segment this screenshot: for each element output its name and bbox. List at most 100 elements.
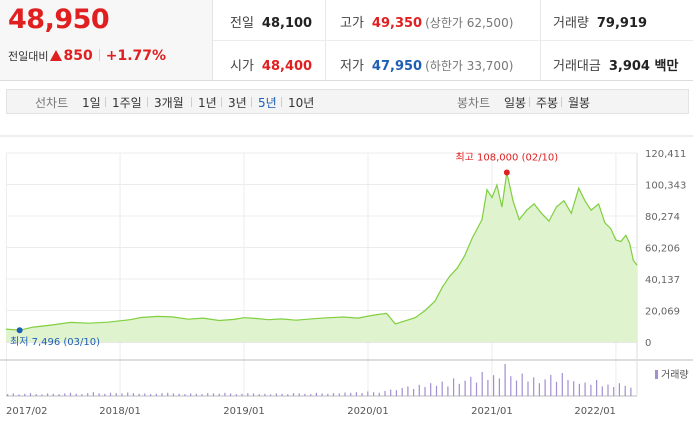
volume-bar <box>493 375 495 396</box>
change-percent: +1.77% <box>105 48 167 64</box>
volume-bar <box>338 393 340 396</box>
volume-bar <box>538 383 540 396</box>
volume-bar <box>395 390 397 396</box>
volume-bar <box>127 392 129 396</box>
divider <box>529 97 530 107</box>
candle-monthly[interactable]: 월봉 <box>568 96 591 110</box>
volume-bar <box>413 389 415 396</box>
volume-bar <box>87 393 89 396</box>
volume-bar <box>435 385 438 396</box>
high-annotation: 최고 108,000 (02/10) <box>455 151 558 163</box>
volume-bar <box>230 393 232 396</box>
divider <box>98 49 100 61</box>
volume-bar <box>378 392 380 396</box>
volume-bar <box>373 392 375 396</box>
y-tick-label: 40,137 <box>645 275 680 286</box>
volume-bar <box>458 383 460 396</box>
volume-bar <box>287 394 289 396</box>
y-tick-label: 120,411 <box>645 149 686 160</box>
volume-bar <box>298 393 300 396</box>
low-point-marker <box>16 327 23 334</box>
volume-bar <box>424 387 426 396</box>
high-label: 고가 <box>340 16 364 31</box>
volume-bar <box>190 393 192 396</box>
divider <box>281 97 282 107</box>
period-1w[interactable]: 1주일 <box>112 96 142 110</box>
prev-close-label: 전일 <box>230 16 254 31</box>
volume-bar <box>487 380 489 396</box>
y-tick-label: 0 <box>645 338 651 349</box>
volume-bar <box>630 387 632 396</box>
volume-bar <box>618 383 620 396</box>
volume-bar <box>121 393 123 396</box>
quote-stats: 전일 48,100 고가 49,350 (상한가 62,500) 거래량 79,919 … <box>213 0 693 80</box>
volume-bar <box>407 386 409 396</box>
volume-bar <box>252 393 255 396</box>
price-area <box>6 172 637 342</box>
volume-bar <box>573 381 575 396</box>
volume-bar <box>64 393 66 396</box>
volume-bar <box>109 392 112 396</box>
prev-close-value: 48,100 <box>261 16 313 31</box>
volume-bar <box>321 393 323 396</box>
volume-bar <box>504 364 506 396</box>
volume-bar <box>561 373 563 396</box>
volume-legend-swatch <box>655 370 658 379</box>
open-stat: 시가 48,400 <box>230 55 312 74</box>
volume-bar <box>475 382 478 396</box>
volume-bar <box>613 387 615 396</box>
x-tick-label: 2020/01 <box>347 406 389 417</box>
x-tick-label: 2017/02 <box>6 406 48 417</box>
candle-chart-label: 봉차트 <box>457 96 491 110</box>
low-annotation: 최저 7,496 (03/10) <box>10 336 100 348</box>
low-label: 저가 <box>340 59 364 74</box>
period-1y[interactable]: 1년 <box>198 96 217 110</box>
volume-bar <box>207 393 209 396</box>
volume-bar <box>315 392 317 396</box>
x-tick-label: 2018/01 <box>99 406 141 417</box>
volume-bar <box>12 393 14 396</box>
volume-bar <box>18 394 20 396</box>
volume-bar <box>258 394 260 396</box>
candle-daily[interactable]: 일봉 <box>504 96 527 110</box>
volume-bar <box>344 392 346 396</box>
period-5y[interactable]: 5년 <box>258 96 277 110</box>
volume-bar <box>401 388 403 396</box>
volume-bar <box>624 385 626 396</box>
volume-bar <box>7 394 9 396</box>
chart-grid <box>0 135 693 397</box>
price-change: 전일대비 850 +1.77% <box>8 48 166 64</box>
period-10y[interactable]: 10년 <box>288 96 315 110</box>
divider <box>191 97 192 107</box>
volume-bar <box>447 386 449 396</box>
candle-weekly[interactable]: 주봉 <box>536 96 559 110</box>
volume-bar <box>441 381 443 396</box>
quote-panel: 48,950 전일대비 850 +1.77% 전일 48,100 고가 49,350 (상… <box>0 0 693 81</box>
volume-bar <box>41 394 43 396</box>
volume-bar <box>498 378 500 396</box>
volume-bar <box>596 380 598 396</box>
volume-legend-label: 거래량 <box>661 369 689 381</box>
volume-bar <box>161 393 163 396</box>
period-1d[interactable]: 1일 <box>82 96 101 110</box>
volume-bar <box>418 384 420 396</box>
volume-bar <box>195 393 197 396</box>
trade-value-stat: 거래대금 3,904 백만 <box>553 55 678 74</box>
upper-limit: (상한가 62,500) <box>425 16 514 30</box>
volume-bar <box>201 394 203 396</box>
volume-bar <box>167 392 169 396</box>
volume-bar <box>150 394 152 396</box>
volume-bar <box>69 392 72 396</box>
period-3m[interactable]: 3개월 <box>154 96 184 110</box>
volume-bar <box>104 393 106 396</box>
current-price: 48,950 <box>8 4 110 35</box>
prev-close-stat: 전일 48,100 <box>230 12 312 31</box>
trade-value-label: 거래대금 <box>553 59 601 74</box>
volume-bar <box>275 393 277 396</box>
volume-bar <box>332 393 335 396</box>
period-3y[interactable]: 3년 <box>228 96 247 110</box>
volume-bar <box>390 389 392 396</box>
y-tick-label: 80,274 <box>645 212 680 223</box>
volume-bar <box>218 393 220 396</box>
up-triangle-icon <box>50 50 63 61</box>
